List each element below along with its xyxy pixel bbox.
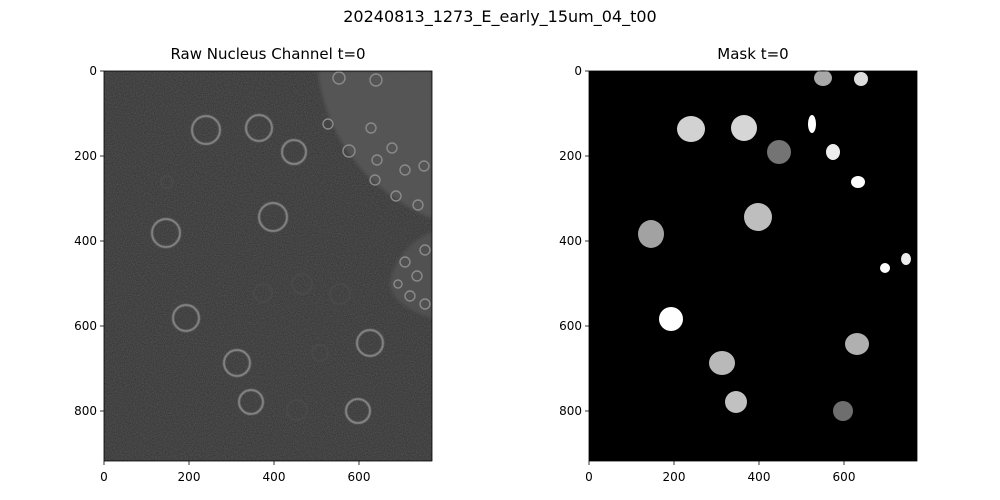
- mask-image: [589, 70, 917, 461]
- faint-nuclei: [160, 175, 351, 421]
- raw-image: [104, 71, 432, 461]
- mask-ytick-2: 400: [559, 234, 582, 248]
- mask-ytick-0: 0: [574, 64, 582, 78]
- raw-xtick-0: 0: [100, 470, 108, 484]
- raw-xtick-1: 200: [178, 470, 201, 484]
- raw-ytick-3: 600: [74, 319, 97, 333]
- figure-title: 20240813_1273_E_early_15um_04_t00: [343, 7, 657, 26]
- raw-ytick-0: 0: [89, 64, 97, 78]
- mask-xtick-2: 400: [748, 470, 771, 484]
- mask-ytick-3: 600: [559, 319, 582, 333]
- raw-ytick-1: 200: [74, 149, 97, 163]
- raw-y-axis: [100, 70, 104, 412]
- ring-nuclei: [151, 114, 384, 424]
- tissue-region-top: [318, 71, 432, 218]
- raw-xtick-3: 600: [348, 470, 371, 484]
- mask-blobs: [638, 70, 911, 421]
- mask-x-axis: [588, 461, 845, 465]
- mask-xtick-3: 600: [833, 470, 856, 484]
- raw-ytick-4: 800: [74, 404, 97, 418]
- panel-title-mask: Mask t=0: [717, 45, 789, 63]
- raw-xtick-2: 400: [263, 470, 286, 484]
- mask-ytick-4: 800: [559, 404, 582, 418]
- mask-xtick-1: 200: [663, 470, 686, 484]
- tissue-cells: [322, 71, 431, 310]
- mask-ytick-1: 200: [559, 149, 582, 163]
- raw-ytick-2: 400: [74, 234, 97, 248]
- mask-xtick-0: 0: [585, 470, 593, 484]
- mask-y-axis: [585, 70, 589, 412]
- raw-x-axis: [103, 461, 360, 465]
- panel-title-raw: Raw Nucleus Channel t=0: [170, 45, 366, 63]
